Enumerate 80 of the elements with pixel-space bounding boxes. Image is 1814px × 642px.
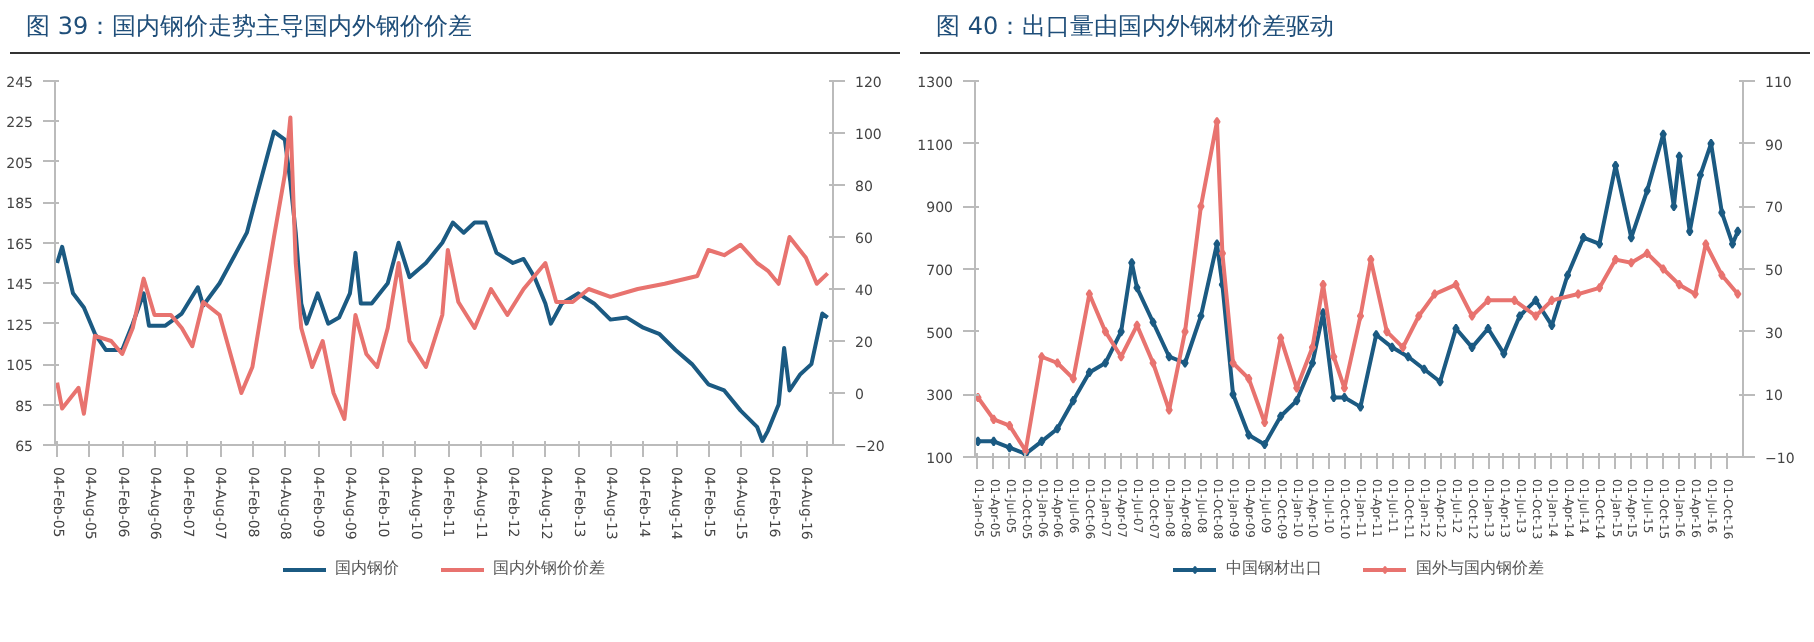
point bbox=[990, 436, 998, 447]
point bbox=[1149, 358, 1157, 368]
point bbox=[1484, 323, 1492, 334]
point bbox=[990, 414, 998, 425]
point bbox=[1532, 295, 1540, 306]
point bbox=[1399, 342, 1407, 353]
chart-title: 图 40：出口量由国内外钢材价差驱动 bbox=[936, 10, 1335, 44]
point bbox=[1277, 411, 1285, 422]
point bbox=[1038, 436, 1046, 447]
point bbox=[1245, 430, 1253, 441]
point bbox=[1595, 282, 1604, 293]
point bbox=[1260, 439, 1269, 450]
point bbox=[1229, 389, 1237, 400]
point bbox=[1330, 392, 1338, 403]
point bbox=[1293, 395, 1301, 406]
point bbox=[1420, 364, 1428, 375]
point bbox=[1675, 279, 1683, 290]
point bbox=[1452, 279, 1460, 290]
point bbox=[1718, 270, 1726, 281]
point bbox=[1510, 295, 1519, 306]
point bbox=[1415, 311, 1423, 321]
point bbox=[1388, 342, 1396, 353]
point bbox=[1308, 358, 1317, 368]
point bbox=[1149, 317, 1157, 328]
point bbox=[1659, 264, 1667, 274]
point bbox=[1532, 311, 1540, 321]
point bbox=[1133, 282, 1141, 293]
point bbox=[1181, 326, 1189, 337]
point bbox=[1643, 248, 1651, 259]
point bbox=[1548, 320, 1556, 331]
chart-title: 图 39：国内钢价走势主导国内外钢价价差 bbox=[26, 10, 473, 44]
point bbox=[1053, 423, 1062, 434]
point bbox=[1718, 207, 1726, 218]
point bbox=[1563, 270, 1572, 281]
point bbox=[1197, 311, 1205, 321]
point bbox=[1165, 351, 1173, 362]
point bbox=[1734, 226, 1742, 237]
point bbox=[1484, 295, 1492, 306]
point bbox=[1627, 257, 1635, 268]
point bbox=[1691, 289, 1699, 300]
point bbox=[1516, 311, 1524, 321]
legend-label: 国内外钢价价差 bbox=[493, 557, 605, 579]
point bbox=[1452, 323, 1460, 334]
point bbox=[1404, 351, 1412, 362]
point bbox=[1038, 351, 1046, 362]
point bbox=[1734, 289, 1742, 300]
point bbox=[1356, 401, 1365, 412]
point bbox=[1117, 351, 1125, 362]
legend-label: 国内钢价 bbox=[335, 557, 399, 579]
point bbox=[1069, 395, 1077, 406]
point bbox=[1500, 348, 1508, 359]
point bbox=[1053, 358, 1062, 368]
point bbox=[1005, 420, 1014, 431]
point bbox=[1643, 185, 1651, 196]
legend-label: 国外与国内钢价差 bbox=[1416, 557, 1544, 579]
point bbox=[1595, 238, 1604, 249]
point bbox=[1117, 326, 1125, 337]
point bbox=[1101, 358, 1110, 368]
point bbox=[1383, 326, 1391, 337]
point bbox=[1197, 201, 1205, 212]
point bbox=[1308, 342, 1317, 353]
legend-label: 中国钢材出口 bbox=[1226, 557, 1322, 579]
point bbox=[1579, 232, 1588, 243]
point bbox=[1340, 392, 1349, 403]
point bbox=[1372, 329, 1380, 340]
point bbox=[1468, 311, 1476, 321]
point bbox=[1181, 358, 1189, 368]
point bbox=[1229, 358, 1237, 368]
point bbox=[1436, 376, 1444, 387]
point bbox=[1005, 442, 1014, 453]
point bbox=[1085, 367, 1094, 378]
point bbox=[1468, 342, 1476, 353]
point bbox=[1548, 295, 1556, 306]
point bbox=[1574, 289, 1582, 300]
point bbox=[1611, 254, 1620, 265]
point bbox=[1356, 311, 1365, 321]
point bbox=[1431, 289, 1439, 300]
point bbox=[1245, 373, 1253, 384]
point bbox=[1696, 170, 1705, 180]
point bbox=[1101, 326, 1110, 337]
